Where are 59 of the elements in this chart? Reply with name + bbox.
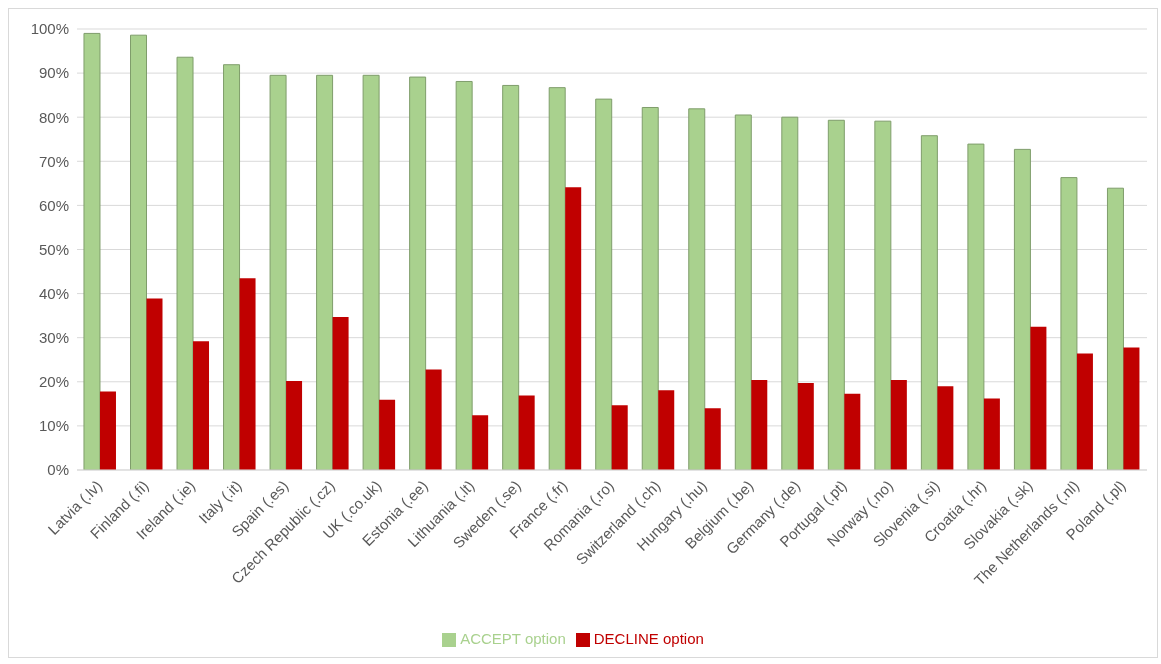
y-tick-label: 70% xyxy=(38,152,69,170)
y-tick-label: 0% xyxy=(47,461,69,479)
bar xyxy=(146,298,163,470)
bar xyxy=(781,116,799,470)
bar xyxy=(937,386,954,470)
bar xyxy=(565,187,582,470)
bar xyxy=(409,76,427,470)
bar xyxy=(455,80,473,470)
bar xyxy=(130,34,147,470)
bar xyxy=(1076,353,1093,470)
bar xyxy=(797,383,814,470)
y-tick-label: 30% xyxy=(38,329,69,346)
y-tick-label: 80% xyxy=(38,108,69,126)
bar xyxy=(286,380,303,470)
y-tick-label: 20% xyxy=(38,373,69,391)
bar xyxy=(472,415,489,470)
bar xyxy=(269,74,287,470)
bar xyxy=(844,393,861,470)
bar xyxy=(751,380,768,470)
bar xyxy=(425,369,442,470)
bar xyxy=(920,135,938,470)
bar xyxy=(176,56,194,470)
bar xyxy=(548,87,566,470)
y-tick-label: 100% xyxy=(30,20,69,38)
bar xyxy=(223,64,241,470)
bar xyxy=(734,114,752,470)
legend-label: ACCEPT option xyxy=(460,629,566,647)
y-tick-label: 10% xyxy=(38,417,69,435)
bar xyxy=(641,106,659,470)
legend-label: DECLINE option xyxy=(593,629,704,647)
bar xyxy=(193,341,210,470)
bar xyxy=(239,278,256,470)
bar xyxy=(1013,148,1031,470)
bar xyxy=(595,98,613,470)
bar xyxy=(874,120,892,470)
bar xyxy=(99,391,116,470)
bar xyxy=(704,408,721,470)
bar xyxy=(890,380,907,470)
bar xyxy=(362,74,380,470)
bar xyxy=(1123,347,1140,470)
bar xyxy=(658,390,675,470)
bar xyxy=(1030,326,1047,470)
y-tick-label: 50% xyxy=(38,240,69,258)
bar xyxy=(611,405,628,470)
bar xyxy=(827,119,845,470)
bar xyxy=(518,395,535,470)
bar xyxy=(83,32,101,470)
bar xyxy=(316,74,334,470)
bar xyxy=(983,398,1000,470)
bar xyxy=(379,399,396,470)
y-tick-label: 60% xyxy=(38,196,69,214)
bar xyxy=(1060,177,1078,470)
bar xyxy=(332,316,349,470)
y-tick-label: 40% xyxy=(38,284,69,302)
bar xyxy=(1106,187,1124,470)
y-tick-label: 90% xyxy=(38,64,69,82)
bar xyxy=(967,143,985,470)
bar xyxy=(502,84,520,470)
bar xyxy=(688,108,706,470)
